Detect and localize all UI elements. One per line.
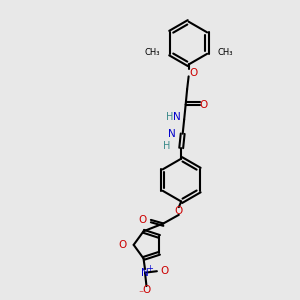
- Text: N: N: [141, 268, 149, 278]
- Text: N: N: [173, 112, 181, 122]
- Text: H: H: [166, 112, 173, 122]
- Text: O: O: [142, 285, 151, 295]
- Text: N: N: [168, 129, 176, 139]
- Text: CH₃: CH₃: [218, 48, 233, 57]
- Text: O: O: [119, 240, 127, 250]
- Text: O: O: [175, 206, 183, 216]
- Text: CH₃: CH₃: [144, 48, 160, 57]
- Text: +: +: [146, 264, 153, 273]
- Text: H: H: [163, 142, 170, 152]
- Text: ⁻: ⁻: [138, 290, 143, 299]
- Text: O: O: [139, 215, 147, 225]
- Text: O: O: [190, 68, 198, 78]
- Text: O: O: [161, 266, 169, 276]
- Text: O: O: [200, 100, 208, 110]
